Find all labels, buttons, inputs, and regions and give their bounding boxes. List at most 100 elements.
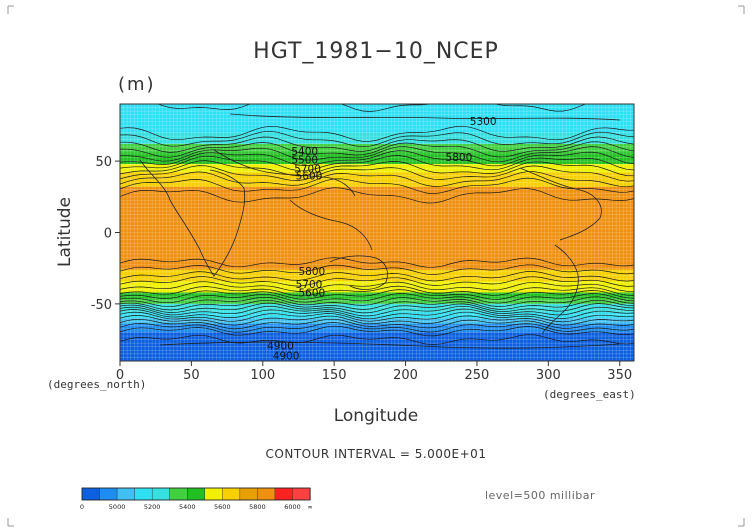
value-band: [120, 152, 634, 156]
colorbar-swatch: [222, 487, 241, 501]
contour-line: [120, 289, 634, 300]
value-band: [120, 318, 634, 322]
value-band: [120, 332, 634, 336]
contour-interval-note: CONTOUR INTERVAL = 5.000E+01: [266, 447, 487, 461]
contour-line: [120, 315, 634, 326]
value-band: [120, 246, 634, 251]
value-band: [120, 275, 634, 279]
value-band: [120, 218, 634, 222]
contour-line: [120, 276, 634, 287]
contour-label: 5800: [446, 152, 473, 164]
contour-label: 5600: [296, 170, 323, 182]
value-band: [120, 106, 634, 111]
colorbar-label: 5000: [109, 503, 126, 511]
x-unit-label: (degrees_east): [543, 388, 636, 401]
contour-line: [120, 187, 634, 204]
value-band: [120, 321, 634, 325]
contour-label: 5500: [291, 155, 318, 167]
contour-line: [120, 299, 634, 311]
y-axis: 50 0 -50: [91, 155, 120, 313]
contour-label: 5700: [296, 279, 323, 291]
chart-title: HGT_1981−10_NCEP: [253, 39, 499, 64]
y-tick-label: 50: [95, 155, 112, 170]
colorbar-swatch: [239, 487, 258, 501]
value-band: [120, 306, 634, 311]
value-band: [120, 289, 634, 294]
value-band: [120, 303, 634, 308]
x-tick-label: 300: [536, 368, 561, 383]
contour-line: [120, 311, 634, 323]
value-band: [120, 358, 634, 361]
y-unit-label: (degrees_north): [47, 378, 146, 391]
x-axis-label: Longitude: [334, 406, 419, 426]
value-band: [120, 258, 634, 262]
contour-line: [120, 285, 634, 297]
contour-line: [120, 305, 634, 317]
colorbar-swatch: [292, 487, 311, 501]
contour-line: [120, 165, 634, 182]
value-band: [120, 243, 634, 248]
value-band: [120, 121, 634, 125]
value-band: [120, 238, 634, 242]
value-band: [120, 232, 634, 236]
colorbar-swatch: [169, 487, 188, 501]
contour-line: [120, 146, 634, 163]
value-band: [120, 209, 634, 214]
contour-line: [120, 257, 634, 268]
value-band: [120, 355, 634, 359]
value-band: [120, 109, 634, 114]
y-tick-label: -50: [91, 298, 112, 313]
contour-line: [120, 334, 634, 345]
colorbar-label: 6000: [284, 503, 301, 511]
value-band: [120, 126, 634, 131]
value-band: [120, 315, 634, 319]
value-band: [120, 181, 634, 185]
value-band: [120, 206, 634, 211]
contour-line: [120, 136, 634, 153]
colorbar-label: 5400: [179, 503, 196, 511]
value-band: [120, 269, 634, 274]
value-band: [120, 252, 634, 256]
value-band: [120, 255, 634, 259]
value-band: [120, 235, 634, 239]
value-band: [120, 178, 634, 182]
value-band: [120, 172, 634, 176]
x-tick-label: 0: [116, 368, 124, 383]
value-band: [120, 135, 634, 139]
contour-line: [120, 318, 634, 330]
value-band: [120, 192, 634, 196]
value-band: [120, 312, 634, 316]
contour-line: [157, 104, 587, 112]
value-band: [120, 212, 634, 216]
contour-line: [120, 322, 634, 333]
contour-label: 5400: [291, 146, 318, 158]
contour-line: [120, 271, 634, 282]
contour-label: 4900: [267, 340, 294, 352]
contour-label: 5600: [298, 287, 325, 299]
contour-line: [120, 293, 634, 304]
colorbar: 0 5000 5200 5400 5600 5800 6000 ∞: [80, 487, 313, 511]
value-band: [120, 104, 634, 108]
colorbar-swatch: [151, 487, 171, 501]
value-band: [120, 349, 634, 354]
colorbar-label: ∞: [307, 503, 312, 511]
value-band: [120, 272, 634, 276]
x-tick-label: 150: [322, 368, 347, 383]
x-axis: 0 50 100 150 200 250 300 350: [116, 361, 632, 383]
value-band: [120, 341, 634, 345]
contour-line: [120, 264, 634, 275]
value-band: [120, 281, 634, 285]
colorbar-swatch: [187, 487, 206, 501]
contour-labels: 5300580054005500570056005800570056004900…: [267, 116, 496, 362]
contour-label: 5700: [294, 163, 321, 175]
value-band: [120, 195, 634, 199]
value-band: [120, 163, 634, 168]
contour-label: 5800: [298, 266, 325, 278]
contour-line: [120, 125, 634, 142]
value-band: [120, 221, 634, 225]
contour-label: 4900: [273, 350, 300, 362]
contour-line: [120, 296, 634, 308]
x-tick-label: 50: [183, 368, 200, 383]
x-tick-label: 250: [465, 368, 490, 383]
contour-line: [120, 302, 634, 314]
